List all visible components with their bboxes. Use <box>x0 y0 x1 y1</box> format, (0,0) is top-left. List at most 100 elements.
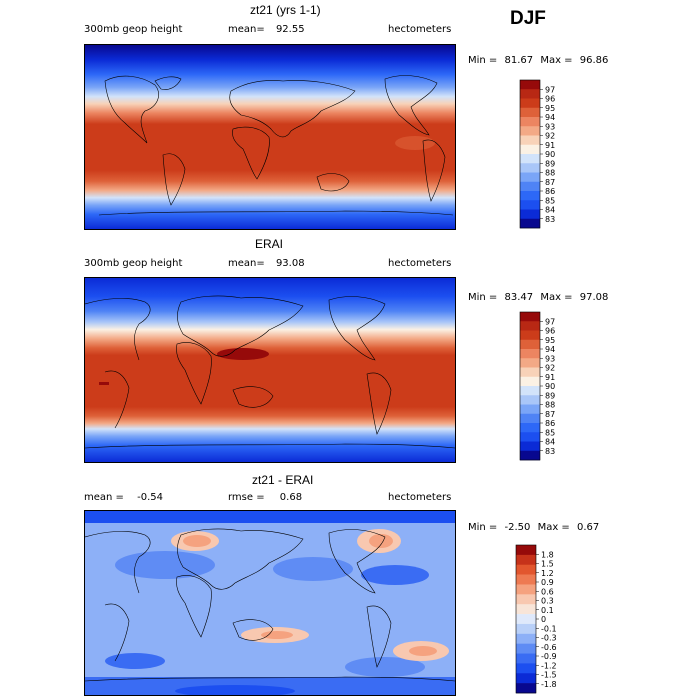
colorbar-tick-label: 86 <box>545 419 555 428</box>
colorbar-swatch <box>520 107 540 118</box>
colorbar-tick-label: 83 <box>545 447 555 456</box>
colorbar-tick-label: 84 <box>545 206 555 215</box>
panel1-max-label: Max = <box>540 55 573 66</box>
colorbar-swatch <box>520 376 540 387</box>
panel1-min-label: Min = <box>468 55 498 66</box>
panel2-mean-label: mean= <box>228 258 265 269</box>
panel1-mean-value: 92.55 <box>275 24 305 35</box>
colorbar-swatch <box>516 584 536 595</box>
colorbar-swatch <box>520 89 540 99</box>
panel3-colorbar: 1.8 1.5 1.2 0.9 0.6 0.3 0.1 0 -0.1 -0.3 -0.6 -0.9 -1… <box>515 544 580 694</box>
panel1-mean: mean= 92.55 <box>228 24 305 35</box>
panel1-anomaly-pacific <box>395 136 435 150</box>
colorbar-tick-label: -1.2 <box>541 661 557 670</box>
colorbar-tick-label: 95 <box>545 104 555 113</box>
panel1-coastlines <box>98 75 454 216</box>
colorbar-swatch <box>520 349 540 359</box>
panel3-mean: mean = -0.54 <box>84 492 163 503</box>
panel3-mean-label: mean = <box>84 492 124 503</box>
colorbar-tick-label: 90 <box>545 150 555 159</box>
colorbar-tick-label: 88 <box>545 169 555 178</box>
panel3-mean-value: -0.54 <box>137 492 163 503</box>
panel3-title: zt21 - ERAI <box>252 473 314 487</box>
colorbar-swatch <box>520 330 540 341</box>
colorbar-tick-label: 90 <box>545 382 555 391</box>
colorbar-tick-label: 0.1 <box>541 606 554 615</box>
panel3-max-label: Max = <box>537 522 570 533</box>
panel3-coastlines <box>85 528 455 682</box>
panel2-minmax: Min = 83.47 Max = 97.08 <box>468 292 608 303</box>
colorbar-swatch <box>520 441 540 452</box>
colorbar-tick-label: -1.8 <box>541 680 557 689</box>
colorbar-tick-label: 93 <box>545 122 555 131</box>
panel1-field <box>85 45 455 229</box>
panel2-mean-value: 93.08 <box>275 258 305 269</box>
colorbar-tick-label: -0.3 <box>541 634 557 643</box>
colorbar-tick-label: 91 <box>545 373 555 382</box>
colorbar-tick-label: 1.5 <box>541 560 554 569</box>
colorbar-tick-label: 92 <box>545 364 555 373</box>
panel3-blob-4 <box>105 653 165 669</box>
colorbar-swatch <box>520 98 540 109</box>
colorbar-tick-label: 1.2 <box>541 569 554 578</box>
colorbar-tick-label: 94 <box>545 345 555 354</box>
colorbar-swatch <box>516 643 536 654</box>
panel1-min-value: 81.67 <box>504 55 534 66</box>
colorbar-tick-label: 88 <box>545 401 555 410</box>
colorbar-tick-label: 83 <box>545 215 555 224</box>
colorbar-tick-label: 93 <box>545 354 555 363</box>
colorbar-swatch <box>520 404 540 415</box>
panel1-map <box>84 44 456 230</box>
panel3-blob-3 <box>361 565 429 585</box>
colorbar-tick-label: -0.9 <box>541 652 557 661</box>
colorbar-tick-label: 0.6 <box>541 587 554 596</box>
panel2-coastlines <box>85 295 455 449</box>
colorbar-swatch <box>520 339 540 350</box>
colorbar-swatch <box>516 683 536 694</box>
panel3-blob-11 <box>261 631 293 639</box>
colorbar-swatch <box>520 126 540 136</box>
colorbar-swatch <box>520 218 540 229</box>
colorbar-tick-label: 94 <box>545 113 555 122</box>
panel3-rmse: rmse = 0.68 <box>228 492 302 503</box>
panel2-max-value: 97.08 <box>579 292 609 303</box>
colorbar-swatch <box>520 209 540 220</box>
panel1-colorbar: 97 96 95 94 93 92 91 90 89 88 87 86 85 84 83 <box>519 79 580 229</box>
panel3-map <box>84 510 456 696</box>
panel2-min-value: 83.47 <box>504 292 534 303</box>
panel2-title: ERAI <box>255 237 284 251</box>
panel1-max-value: 96.86 <box>579 55 609 66</box>
colorbar-tick-label: 1.8 <box>541 550 554 559</box>
colorbar-swatch <box>520 163 540 173</box>
colorbar-swatch <box>516 564 536 575</box>
panel2-units: hectometers <box>388 258 452 269</box>
panel2-map-svg <box>85 278 455 462</box>
colorbar-tick-label: 0 <box>541 615 546 624</box>
colorbar-tick-label: -0.6 <box>541 643 557 652</box>
colorbar-swatch <box>520 200 540 210</box>
colorbar-swatch <box>516 663 536 674</box>
colorbar-tick-label: 96 <box>545 327 555 336</box>
colorbar-swatch <box>520 144 540 155</box>
season-label: DJF <box>510 8 546 29</box>
panel2-mean: mean= 93.08 <box>228 258 305 269</box>
panel3-blob-2 <box>273 557 353 581</box>
panel3-rmse-label: rmse = <box>228 492 265 503</box>
panel2-colorbar: 97 96 95 94 93 92 91 90 89 88 87 86 85 84 83 <box>519 311 580 461</box>
colorbar-swatch <box>520 312 540 322</box>
colorbar-swatch <box>520 154 540 164</box>
panel2-max-region <box>217 348 269 360</box>
colorbar-swatch <box>520 80 540 90</box>
panel1-minmax: Min = 81.67 Max = 96.86 <box>468 55 608 66</box>
colorbar-tick-label: 85 <box>545 196 555 205</box>
panel1-map-svg <box>85 45 455 229</box>
colorbar-swatch <box>516 673 536 684</box>
colorbar-swatch <box>516 633 536 644</box>
colorbar-swatch <box>520 117 540 127</box>
colorbar-swatch <box>516 594 536 605</box>
colorbar-swatch <box>516 545 536 556</box>
colorbar-swatch <box>520 450 540 461</box>
colorbar-swatch <box>516 574 536 585</box>
